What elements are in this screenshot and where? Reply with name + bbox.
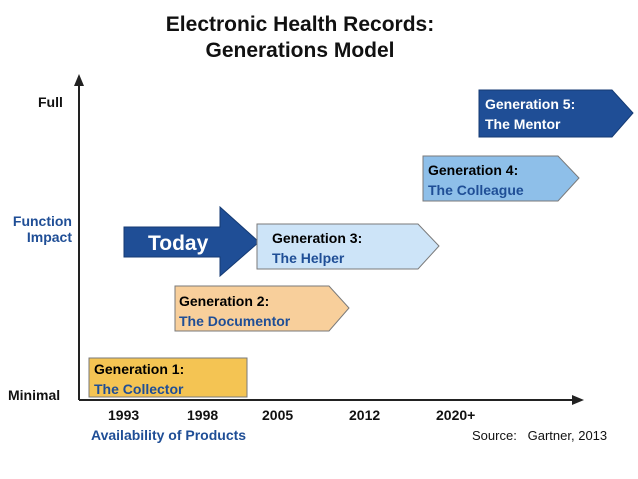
- generation-4-heading: Generation 4:: [428, 162, 519, 178]
- generation-4-fill: [422, 155, 580, 202]
- y-axis-top-label: Full: [38, 94, 63, 110]
- diagram-title-line-1: Electronic Health Records:: [165, 13, 435, 36]
- generation-2-heading: Generation 2:: [179, 293, 270, 309]
- generation-3-heading: Generation 3:: [272, 230, 363, 246]
- generation-2-fill: [174, 285, 350, 332]
- diagram-title-line-2: Generations Model: [205, 39, 395, 62]
- generation-1-label: Generation 1: The Collector: [94, 359, 184, 399]
- generation-1-fill: [88, 357, 248, 398]
- generation-4-shape: [422, 155, 580, 202]
- generation-1-shape: [88, 357, 248, 398]
- diagram-title: Electronic Health Records: Generations M…: [100, 12, 500, 64]
- generation-5-shape: [478, 89, 634, 138]
- x-axis-arrowhead: [572, 395, 584, 405]
- generation-3-fill: [256, 223, 440, 270]
- generation-3-shape: [256, 223, 440, 270]
- today-arrow-fill: [123, 205, 260, 278]
- generation-5-fill: [478, 89, 634, 138]
- today-arrow: [123, 205, 260, 278]
- x-tick-1993: 1993: [108, 407, 140, 423]
- x-tick-2012: 2012: [349, 407, 381, 423]
- generation-2-name: The Documentor: [179, 313, 291, 329]
- source-note: Source: Gartner, 2013: [472, 428, 608, 443]
- generation-2-shape: [174, 285, 350, 332]
- y-axis-arrowhead: [74, 74, 84, 86]
- generation-1-heading: Generation 1:: [94, 361, 185, 377]
- generation-4-label: Generation 4: The Colleague: [428, 160, 524, 200]
- y-axis-title-line-2: Impact: [26, 229, 72, 245]
- generation-5-name: The Mentor: [485, 116, 561, 132]
- x-tick-1998: 1998: [187, 407, 219, 423]
- generation-4-name: The Colleague: [428, 182, 524, 198]
- generation-1-name: The Collector: [94, 381, 184, 397]
- generation-5-label: Generation 5: The Mentor: [485, 94, 575, 134]
- x-axis-title: Availability of Products: [91, 427, 247, 443]
- generation-3-label: Generation 3: The Helper: [272, 228, 362, 268]
- y-axis-title: Function Impact: [6, 213, 72, 245]
- x-tick-2020: 2020+: [436, 407, 476, 423]
- y-axis-bottom-label: Minimal: [8, 387, 61, 403]
- generation-3-name: The Helper: [272, 250, 345, 266]
- y-axis-title-line-1: Function: [12, 213, 72, 229]
- generation-5-heading: Generation 5:: [485, 96, 576, 112]
- x-tick-2005: 2005: [262, 407, 294, 423]
- generation-2-label: Generation 2: The Documentor: [179, 291, 290, 331]
- today-label: Today: [148, 232, 209, 255]
